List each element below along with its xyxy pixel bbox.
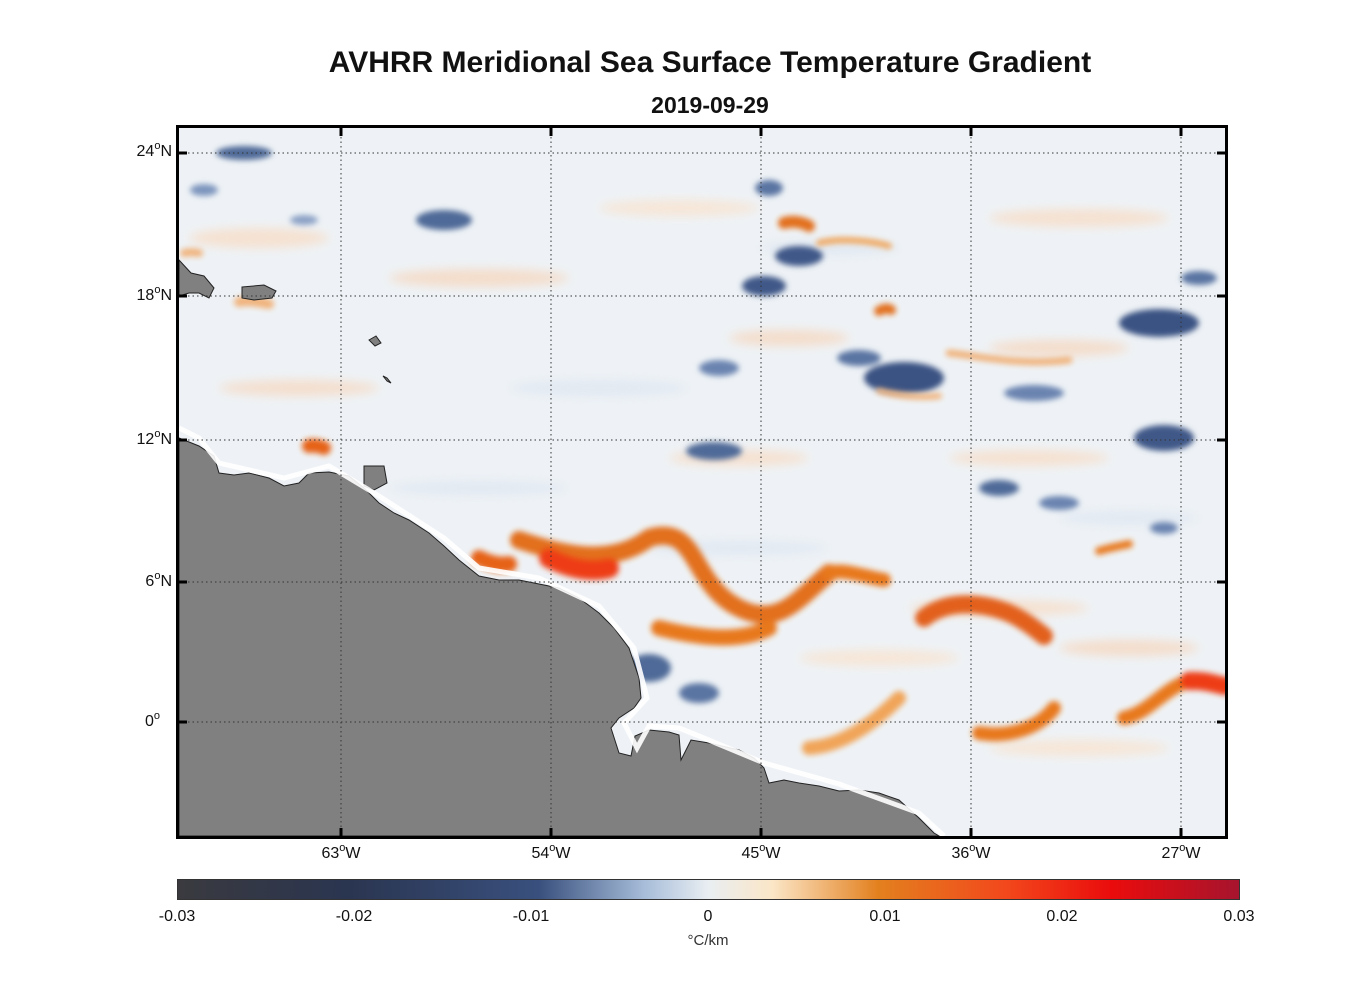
land-island-guadeloupe	[368, 335, 382, 347]
sst-gradient-map	[179, 128, 1225, 836]
negative-gradient-patches	[190, 146, 1217, 703]
land-island-puerto-rico	[241, 284, 277, 301]
positive-gradient-fronts	[180, 215, 1225, 755]
lat-label-18: 18oN	[136, 284, 172, 304]
lon-label-45: 45oW	[741, 842, 781, 862]
colorbar-tick: 0.02	[1046, 908, 1078, 925]
map-date: 2019-09-29	[651, 92, 769, 118]
lat-label-24: 24oN	[136, 140, 172, 160]
colorbar-unit-label: °C/km	[687, 932, 729, 949]
map-title: AVHRR Meridional Sea Surface Temperature…	[328, 46, 1092, 79]
colorbar-tick: 0.03	[1223, 908, 1255, 925]
colorbar-tick: -0.02	[335, 908, 373, 925]
coastal-nodata-fringe	[179, 425, 946, 836]
colorbar-tick: -0.03	[158, 908, 196, 925]
lon-label-54: 54oW	[531, 842, 571, 862]
lat-label-12: 12oN	[136, 428, 172, 448]
axis-ticks	[179, 128, 1225, 836]
land-island-trinidad	[363, 465, 388, 491]
map-plot-area	[176, 125, 1228, 839]
land-south-america	[179, 437, 940, 836]
lon-label-36: 36oW	[951, 842, 991, 862]
colorbar-tick: 0.01	[869, 908, 901, 925]
colorbar-tick: -0.01	[512, 908, 550, 925]
colorbar	[177, 879, 1240, 900]
lat-label-6: 6oN	[145, 570, 172, 590]
land-island-small	[382, 375, 392, 384]
colorbar-tick: 0	[703, 908, 713, 925]
lat-label-0: 0o	[144, 710, 160, 730]
lon-label-63: 63oW	[321, 842, 361, 862]
lon-label-27: 27oW	[1161, 842, 1201, 862]
graticule	[179, 128, 1225, 836]
